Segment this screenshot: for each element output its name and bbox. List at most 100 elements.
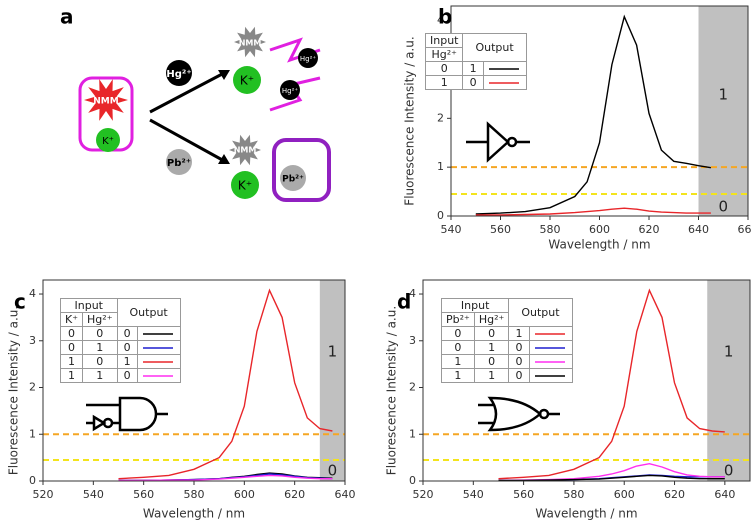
table-cell — [482, 61, 527, 76]
region-label: 1 — [724, 343, 734, 361]
pb-ion — [166, 149, 192, 175]
logic-gates — [86, 121, 560, 432]
x-axis-title: Wavelength / nm — [548, 238, 650, 252]
x-tick-label: 620 — [639, 223, 660, 236]
x-tick-label: 620 — [284, 488, 305, 501]
table-cell: 1 — [508, 326, 530, 341]
table-cell: 1 — [441, 368, 475, 383]
diagram-label: NMM — [93, 97, 118, 107]
y-tick-label: 2 — [29, 381, 36, 394]
legend-swatch — [534, 346, 565, 349]
y-tick-label: 4 — [437, 14, 444, 27]
x-tick-label: 560 — [513, 488, 534, 501]
truth-table: Input Output K⁺ Hg²⁺ 0 0 0 0 1 0 1 0 1 1 1 0 — [59, 298, 181, 383]
diagram-label: Pb²⁺ — [167, 158, 191, 169]
x-tick-label: 520 — [413, 488, 434, 501]
x-tick-label: 540 — [441, 223, 462, 236]
table-row: Input Output — [424, 33, 527, 62]
table-cell: 1 — [441, 354, 475, 369]
table-cell — [528, 340, 573, 355]
table-cell: 1 — [59, 368, 84, 383]
arrow — [149, 118, 227, 164]
diagram-label: Hg²⁺ — [282, 87, 299, 95]
region-label: 0 — [718, 198, 728, 216]
diagram-label: K⁺ — [238, 179, 252, 193]
gate-bubble — [538, 408, 550, 420]
legend-swatch — [142, 374, 173, 377]
nmm-star — [84, 79, 128, 121]
y-axis-title: Fluorescence Intensity / a.u. — [385, 306, 399, 475]
x-axis-title: Wavelength / nm — [143, 507, 245, 521]
table-cell: Hg²⁺ — [424, 47, 464, 62]
shaded-region — [698, 6, 748, 216]
nmm-star — [229, 134, 261, 166]
table-cell — [136, 354, 181, 369]
y-tick-label: 1 — [29, 427, 36, 440]
y-tick-label: 2 — [409, 381, 416, 394]
k-ion — [96, 128, 120, 152]
hg-ion — [298, 48, 318, 68]
table-row: Input Output — [440, 298, 573, 327]
table-cell: 0 — [508, 354, 530, 369]
region-label: 1 — [718, 86, 728, 104]
legend-swatch — [142, 360, 173, 363]
diagram-label: K⁺ — [240, 74, 254, 88]
arrow-head — [218, 70, 230, 80]
table-cell: 0 — [59, 326, 84, 341]
table-cell: Input — [60, 298, 118, 313]
diagram-label: K⁺ — [102, 136, 114, 147]
y-tick-label: 0 — [409, 474, 416, 487]
y-tick-label: 0 — [437, 209, 444, 222]
table-cell: 0 — [116, 340, 138, 355]
y-tick-label: 3 — [409, 334, 416, 347]
series-line — [118, 288, 333, 480]
table-cell: 0 — [59, 340, 84, 355]
table-cell: 1 — [473, 368, 510, 383]
legend-swatch — [534, 332, 565, 335]
gate-bubble — [102, 417, 114, 429]
region-label: 1 — [328, 343, 338, 361]
table-cell: 1 — [82, 368, 118, 383]
table-cell — [482, 75, 527, 90]
y-tick-label: 1 — [409, 427, 416, 440]
region-label: 0 — [724, 462, 734, 480]
arrow — [149, 70, 227, 114]
x-tick-label: 640 — [714, 488, 735, 501]
diagram-label: Pb²⁺ — [282, 175, 304, 185]
table-cell: 1 — [424, 75, 464, 90]
table-row: Pb²⁺ Hg²⁺ — [441, 312, 573, 327]
not-gate — [466, 121, 530, 163]
table-cell — [136, 340, 181, 355]
table-cell: 0 — [473, 326, 510, 341]
x-tick-label: 540 — [83, 488, 104, 501]
x-tick-label: 600 — [234, 488, 255, 501]
x-tick-label: 520 — [33, 488, 54, 501]
x-tick-label: 540 — [463, 488, 484, 501]
gate-bubble — [506, 136, 518, 148]
diagram-label: NMM — [239, 39, 262, 48]
table-cell: Pb²⁺ — [441, 312, 475, 327]
table-cell: Output — [116, 298, 181, 327]
table-cell: 0 — [116, 368, 138, 383]
table-cell: Hg²⁺ — [82, 312, 118, 327]
legend-swatch — [488, 67, 519, 70]
table-cell — [528, 326, 573, 341]
table-cell: Input — [440, 298, 510, 313]
table-cell: 1 — [59, 354, 84, 369]
y-axis-title: Fluorescence Intensity / a.u. — [7, 306, 21, 475]
table-cell: Output — [462, 33, 527, 62]
x-tick-label: 660 — [738, 223, 751, 236]
series-line — [118, 474, 333, 482]
nmm-star — [234, 26, 266, 58]
y-tick-label: 1 — [437, 160, 444, 173]
truth-table: Input Output Pb²⁺ Hg²⁺ 0 0 1 0 1 0 1 0 0 1 1 0 — [440, 298, 573, 383]
table-cell: Hg²⁺ — [473, 312, 510, 327]
